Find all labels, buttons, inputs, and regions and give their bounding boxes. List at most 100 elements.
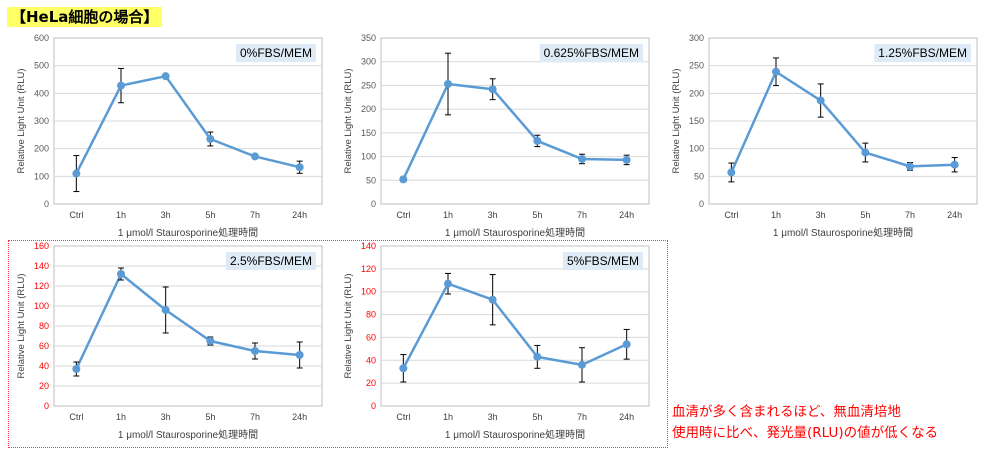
y-tick-label: 0 [371,401,376,411]
conclusion-note: 血清が多く含まれるほど、無血清培地 使用時に比べ、発光量(RLU)の値が低くなる [672,402,998,444]
y-tick-label: 150 [689,116,704,126]
condition-label-bg [874,44,971,62]
chart-panel-1: 0 50 100 150 200 250 300 350 Ctrl 1h 3h 5h 7h 24h 1 μm… [343,34,650,239]
x-tick-label: 5h [205,412,215,422]
x-axis-label: 1 μmol/l Staurosporine処理時間 [118,428,258,441]
y-axis-label: Relative Light Unit (RLU) [16,68,27,173]
y-tick-label: 0 [371,199,376,209]
y-tick-label: 300 [34,116,49,126]
y-tick-label: 60 [366,332,376,342]
condition-label-text: 0%FBS/MEM [240,46,312,60]
y-tick-label: 500 [34,61,49,71]
x-axis-label: 1 μmol/l Staurosporine処理時間 [445,428,585,441]
highlight-frame [8,240,668,448]
x-tick-label: 1h [443,412,453,422]
x-tick-label: 24h [947,210,962,220]
chart-panel-0: 0 100 200 300 400 500 600 Ctrl 1h 3h 5h 7h 24h 1 μmol… [16,34,323,239]
data-point [950,160,959,169]
y-tick-label: 40 [366,355,376,365]
condition-label-bg [235,44,316,62]
page-title: 【HeLa細胞の場合】 [7,7,163,27]
x-tick-label: 3h [488,412,498,422]
y-tick-label: 120 [34,281,49,291]
data-point [816,96,825,105]
y-tick-label: 100 [361,287,376,297]
y-tick-label: 60 [39,341,49,351]
x-tick-label: 5h [532,412,542,422]
y-tick-label: 50 [694,171,704,181]
x-tick-label: 7h [250,412,260,422]
data-point [727,168,736,177]
y-tick-label: 250 [689,61,704,71]
data-point [533,136,542,145]
x-tick-label: 3h [161,412,171,422]
x-tick-label: 1h [116,210,126,220]
y-tick-label: 350 [361,34,376,43]
y-tick-label: 0 [44,401,49,411]
data-point [578,360,586,369]
x-axis-label: 1 μmol/l Staurosporine処理時間 [118,226,258,239]
data-point [488,85,497,94]
y-tick-label: 100 [689,144,704,154]
data-point [206,337,215,345]
data-point [72,169,81,178]
data-point [251,152,259,161]
x-axis-label: 1 μmol/l Staurosporine処理時間 [773,226,913,239]
condition-label: 5%FBS/MEM [562,252,643,270]
y-tick-label: 40 [39,361,49,371]
x-tick-label: 3h [161,210,171,220]
data-point [578,154,586,163]
x-axis-label: 1 μmol/l Staurosporine処理時間 [445,226,585,239]
data-point [399,175,408,184]
y-tick-label: 100 [361,152,376,162]
y-tick-label: 600 [34,34,49,43]
data-point [295,351,304,359]
x-tick-label: Ctrl [396,210,410,220]
x-tick-label: 5h [205,210,215,220]
x-tick-label: 5h [860,210,870,220]
note-line-1: 血清が多く含まれるほど、無血清培地 [672,404,901,420]
x-tick-label: 24h [292,412,307,422]
series-line [402,82,627,180]
y-tick-label: 300 [689,34,704,43]
condition-label: 0.625%FBS/MEM [539,44,643,62]
y-axis-label: Relative Light Unit (RLU) [671,68,682,173]
condition-label-text: 1.25%FBS/MEM [878,46,967,60]
y-tick-label: 100 [34,171,49,181]
data-point [206,134,215,143]
y-tick-label: 20 [39,381,49,391]
y-tick-label: 150 [361,128,376,138]
y-tick-label: 140 [34,261,49,271]
y-tick-label: 200 [689,88,704,98]
y-tick-label: 20 [366,378,376,388]
data-point [444,80,452,89]
y-tick-label: 160 [34,242,49,251]
condition-label-bg [225,252,316,270]
condition-label: 0%FBS/MEM [235,44,316,62]
y-tick-label: 100 [34,301,49,311]
condition-label-text: 2.5%FBS/MEM [230,254,312,268]
chart-panel-2: 0 50 100 150 200 250 300 Ctrl 1h 3h 5h 7h 24h 1 μmol/… [671,34,978,239]
condition-label-text: 5%FBS/MEM [567,254,639,268]
x-tick-label: 24h [619,412,634,422]
data-point [295,163,304,172]
y-tick-label: 400 [34,88,49,98]
note-line-2: 使用時に比べ、発光量(RLU)の値が低くなる [672,425,939,441]
x-tick-label: Ctrl [69,210,83,220]
y-tick-label: 300 [361,57,376,67]
data-point [622,155,631,164]
y-tick-label: 120 [361,264,376,274]
condition-label-bg [562,252,643,270]
condition-label-text: 0.625%FBS/MEM [544,46,639,60]
x-tick-label: 1h [443,210,453,220]
y-axis-label: Relative Light Unit (RLU) [343,273,354,378]
data-point [488,295,497,304]
condition-label-bg [539,44,643,62]
x-tick-label: 24h [619,210,634,220]
x-tick-label: 7h [250,210,260,220]
x-tick-label: 5h [532,210,542,220]
data-point [399,364,408,373]
x-tick-label: Ctrl [396,412,410,422]
x-tick-label: 1h [771,210,781,220]
x-tick-label: 7h [577,412,587,422]
